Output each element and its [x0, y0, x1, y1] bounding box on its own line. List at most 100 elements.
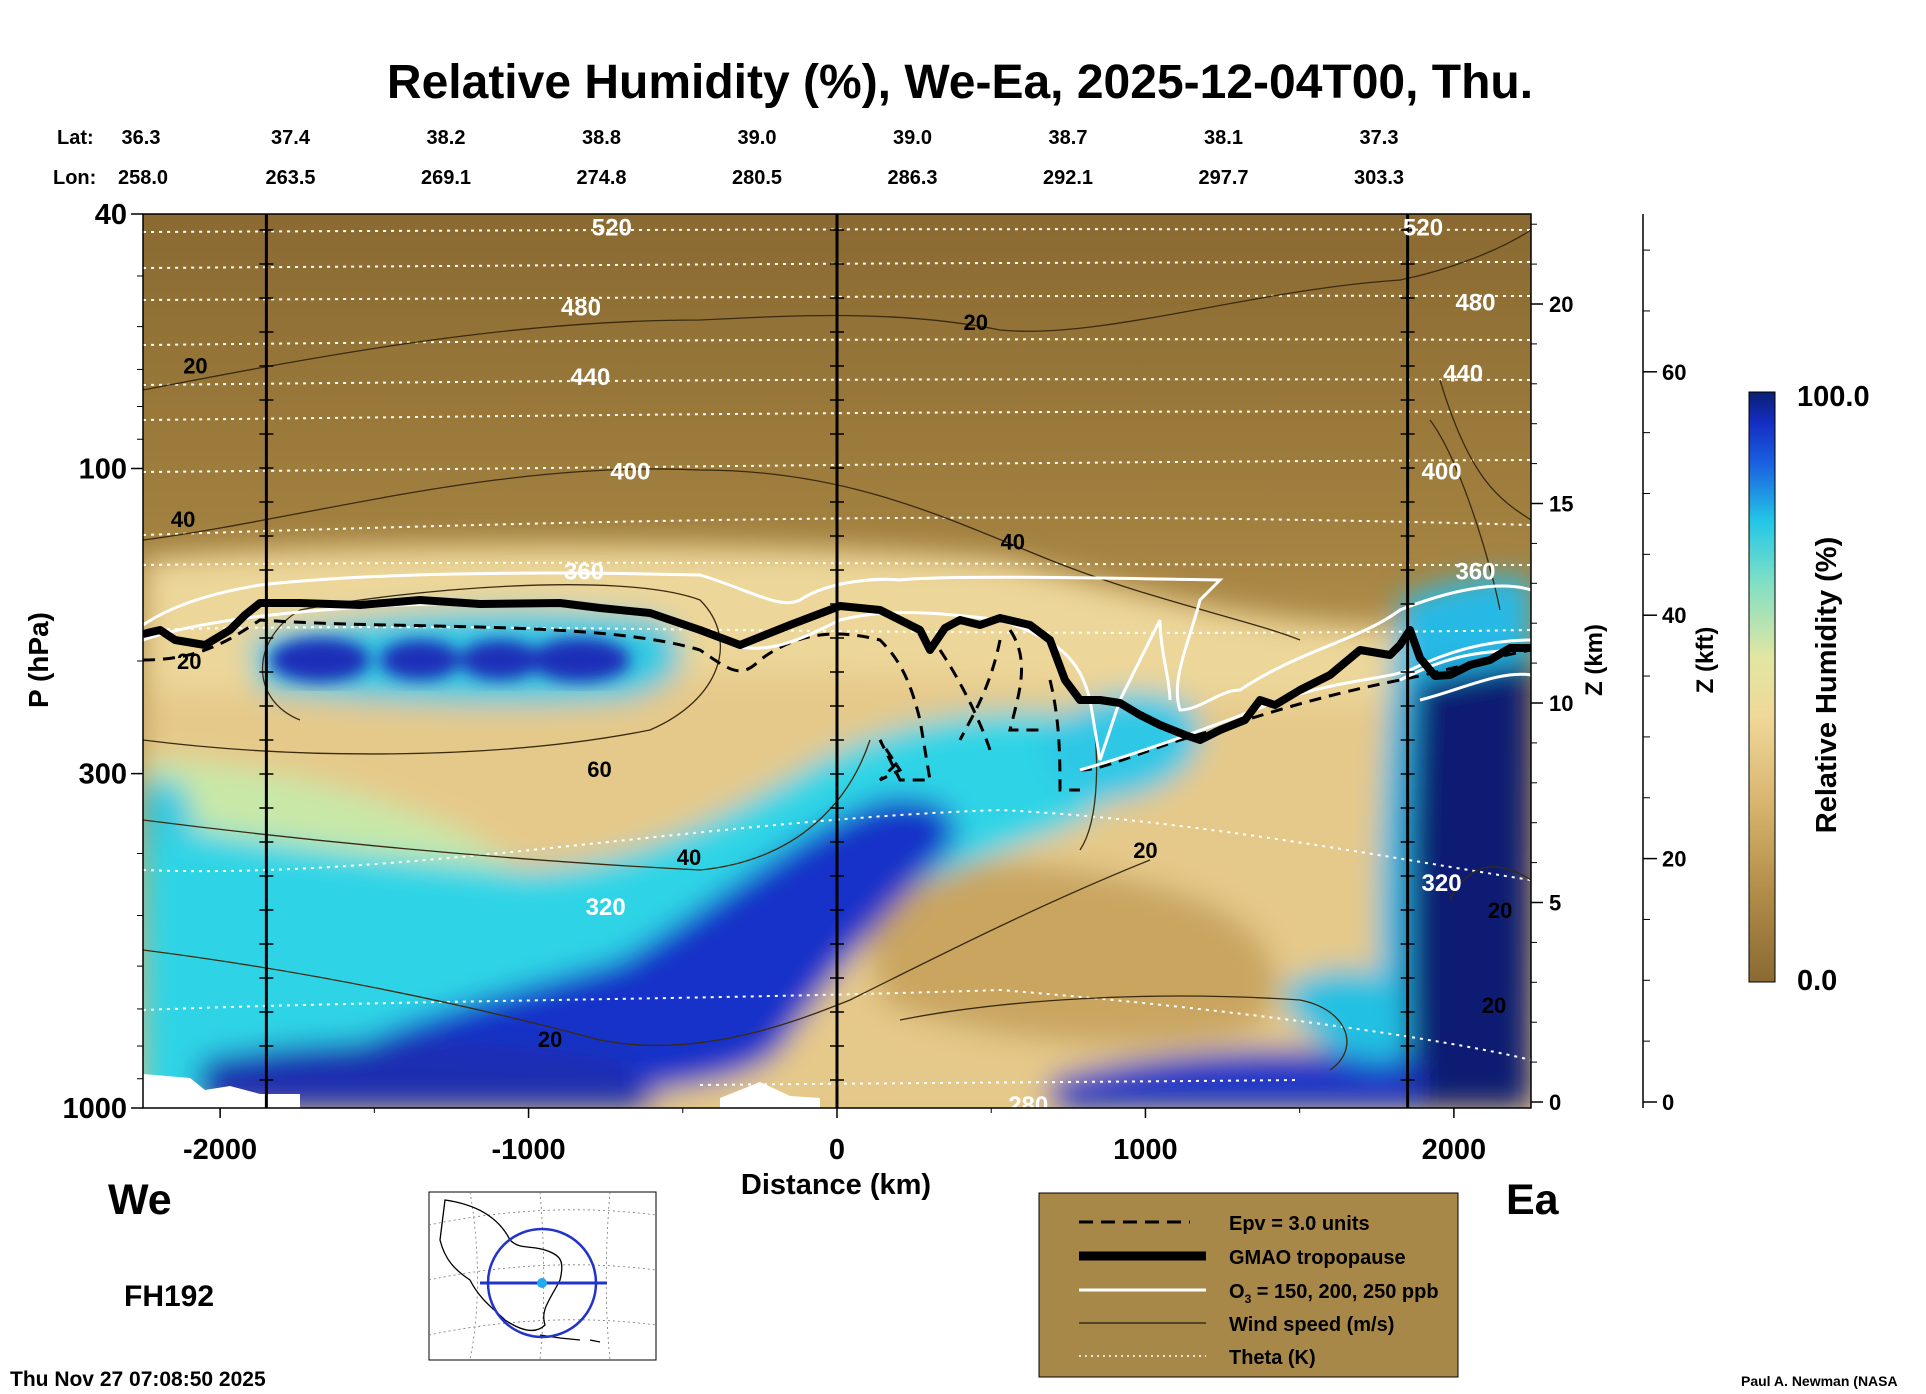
wind-contour-label: 40	[1001, 529, 1025, 554]
z-kft-tick-label: 40	[1662, 603, 1686, 628]
rh-blue-west-surface	[200, 1041, 660, 1108]
inset-map	[428, 1191, 657, 1361]
inset-map-frame	[428, 1191, 657, 1361]
theta-contours	[143, 228, 1531, 1086]
y-tick-label: 300	[79, 759, 127, 791]
rh-blob-3	[460, 640, 540, 680]
z-km-tick-label: 0	[1549, 1090, 1561, 1115]
theta-contour-label: 440	[1443, 360, 1483, 387]
lon-value: 292.1	[1043, 167, 1093, 189]
theta-contour-label: 480	[1455, 289, 1495, 316]
lon-value: 274.8	[576, 167, 626, 189]
no-data-surface-mid	[720, 1082, 820, 1108]
x-tick-label: 0	[829, 1134, 845, 1166]
epv-contours	[143, 618, 1531, 792]
x-tick-label: -1000	[491, 1134, 565, 1166]
lon-value: 258.0	[118, 167, 168, 189]
rh-east-column-navy	[1407, 660, 1531, 1108]
colorbar-title: Relative Humidity (%)	[1811, 537, 1843, 834]
credit: Paul A. Newman (NASA	[1741, 1373, 1898, 1389]
theta-contour-label: 320	[1422, 870, 1462, 897]
wind-contour-label: 20	[1482, 993, 1506, 1018]
rh-blob-2	[380, 640, 460, 680]
z-kft-tick-label: 20	[1662, 847, 1686, 872]
lat-value: 39.0	[738, 127, 777, 149]
legend-epv-label: Epv = 3.0 units	[1229, 1213, 1370, 1235]
y-tick-label: 1000	[62, 1093, 127, 1125]
lat-value: 37.4	[271, 127, 311, 149]
x-tick-label: -2000	[183, 1134, 257, 1166]
lat-value: 39.0	[893, 127, 932, 149]
rh-blob-4	[530, 638, 630, 682]
wind-contour-label: 20	[177, 649, 201, 674]
x-axis-title: Distance (km)	[741, 1169, 931, 1201]
colorbar-min-label: 0.0	[1797, 965, 1837, 997]
no-data-surface	[143, 1074, 300, 1108]
inset-center-marker	[537, 1278, 547, 1288]
wind-contour-label: 20	[1488, 898, 1512, 923]
theta-contour-label: 400	[1422, 458, 1462, 485]
legend-box	[1038, 1192, 1459, 1378]
wind-contour-label: 60	[587, 757, 611, 782]
colorbar: 100.0 0.0 Relative Humidity (%)	[1748, 381, 1870, 997]
rh-east-surface-blue	[1050, 1049, 1420, 1108]
y-axis: 40 100 300 1000	[62, 199, 143, 1125]
x-tick-label: 1000	[1113, 1134, 1178, 1166]
wind-contour-label: 20	[183, 353, 207, 378]
lat-label: Lat:	[57, 127, 94, 149]
legend-theta-label: Theta (K)	[1229, 1347, 1316, 1369]
legend-o3-label: O3 = 150, 200, 250 ppb	[1229, 1281, 1439, 1306]
theta-contour-label: 360	[1455, 559, 1495, 586]
theta-contour-label: 440	[570, 364, 610, 391]
lat-lon-header: Lat: Lon: 36.3 37.4 38.2 38.8 39.0 39.0 38.7 38…	[53, 127, 1404, 189]
wind-contour-label: 20	[1133, 838, 1157, 863]
theta-contour-label: 320	[586, 894, 626, 921]
timestamp: Thu Nov 27 07:08:50 2025	[10, 1368, 266, 1391]
east-label: Ea	[1506, 1176, 1560, 1224]
lon-value: 286.3	[887, 167, 937, 189]
lat-value: 38.2	[427, 127, 466, 149]
legend: Epv = 3.0 units GMAO tropopause O3 = 150…	[1038, 1192, 1459, 1378]
theta-contour-label: 280	[1008, 1092, 1048, 1119]
x-tick-label: 2000	[1422, 1134, 1487, 1166]
wind-contour-label: 40	[677, 845, 701, 870]
lon-value: 280.5	[732, 167, 782, 189]
rh-east-cyan-lower	[1280, 968, 1400, 1062]
x-axis: -2000 -1000 0 1000 2000	[183, 1108, 1486, 1166]
z-km-title: Z (km)	[1581, 624, 1608, 696]
rh-yellow-rim	[143, 760, 520, 870]
wind-contour-label: 40	[171, 507, 195, 532]
colorbar-gradient	[1748, 391, 1776, 983]
z-km-tick-label: 10	[1549, 691, 1573, 716]
lon-value: 269.1	[421, 167, 471, 189]
z-km-tick-label: 20	[1549, 292, 1573, 317]
lon-value: 303.3	[1354, 167, 1404, 189]
colorbar-max-label: 100.0	[1797, 381, 1870, 413]
lon-label: Lon:	[53, 167, 96, 189]
tropopause-line	[143, 596, 1531, 744]
theta-contour-label: 360	[564, 559, 604, 586]
rh-west-edge-cyan	[143, 777, 192, 842]
rh-blob-1	[270, 638, 370, 682]
z-kft-title: Z (kft)	[1692, 627, 1719, 694]
y-axis-title: P (hPa)	[23, 612, 54, 708]
lat-value: 38.7	[1049, 127, 1088, 149]
z-kft-axis: 0 20 40 60	[1642, 214, 1686, 1115]
rh-trop-cyan-east	[1040, 692, 1200, 800]
z-kft-tick-label: 60	[1662, 360, 1686, 385]
chart-title: Relative Humidity (%), We-Ea, 2025-12-04…	[387, 56, 1533, 109]
legend-wind-label: Wind speed (m/s)	[1229, 1314, 1394, 1336]
z-kft-tick-label: 0	[1662, 1090, 1674, 1115]
rh-blue-band	[300, 798, 957, 1108]
z-km-tick-label: 15	[1549, 492, 1573, 517]
west-label: We	[108, 1176, 172, 1224]
rh-brown-patch-east	[860, 862, 1278, 1045]
lat-value: 37.3	[1360, 127, 1399, 149]
lon-value: 297.7	[1198, 167, 1248, 189]
lon-value: 263.5	[265, 167, 315, 189]
forecast-hour: FH192	[124, 1280, 214, 1313]
wind-labels: 20 20 40 40 60 40 20 20 20 20 20	[171, 310, 1513, 1052]
y-tick-label: 100	[79, 453, 127, 485]
